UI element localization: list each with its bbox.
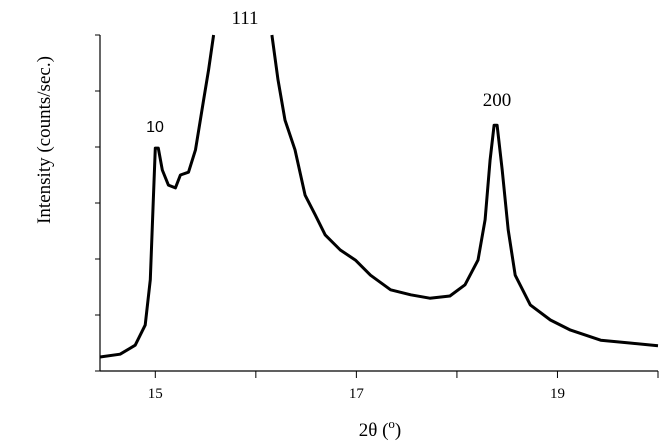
- line: [99, 34, 659, 359]
- x-tick-label: 15: [148, 386, 163, 402]
- x-label-main: 2θ (: [359, 420, 389, 441]
- y-axis-label: Intensity (counts/sec.): [34, 56, 55, 224]
- peak-label: 10: [146, 119, 164, 136]
- x-tick-label: 19: [550, 386, 565, 402]
- x-tick-label: 17: [349, 386, 365, 402]
- x-axis-label: 2θ (o): [359, 416, 402, 441]
- peak-label: 111: [231, 8, 258, 29]
- x-label-sup: o: [388, 416, 395, 431]
- x-label-end: ): [395, 420, 401, 441]
- peak-label: 200: [483, 90, 512, 111]
